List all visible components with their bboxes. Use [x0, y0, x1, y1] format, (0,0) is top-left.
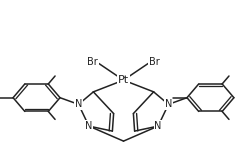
Text: Pt: Pt: [118, 75, 129, 85]
Text: Br: Br: [87, 57, 98, 67]
Text: N: N: [165, 99, 172, 109]
Text: Br: Br: [149, 57, 160, 67]
Text: N: N: [154, 121, 162, 131]
Text: N: N: [85, 121, 93, 131]
Text: N: N: [75, 99, 82, 109]
